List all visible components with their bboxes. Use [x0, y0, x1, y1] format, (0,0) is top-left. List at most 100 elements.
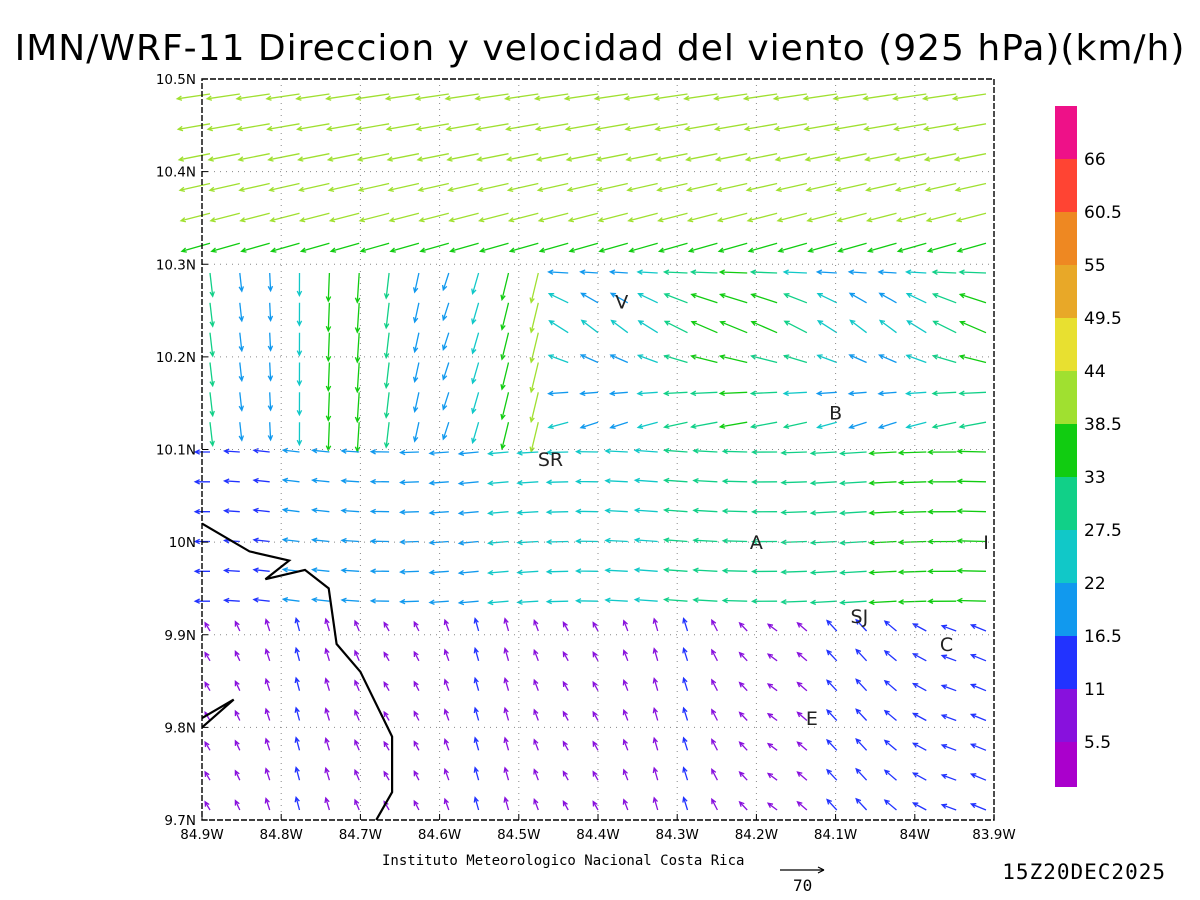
colorbar-segment — [1055, 318, 1077, 371]
lon-tick-label: 84W — [900, 827, 931, 843]
wind-arrow — [956, 448, 987, 455]
wind-arrow — [269, 242, 300, 253]
wind-arrow — [516, 450, 539, 456]
wind-arrow — [415, 123, 449, 132]
wind-arrow — [473, 617, 480, 632]
wind-arrow — [441, 421, 450, 441]
wind-arrow — [663, 320, 688, 334]
wind-arrow — [428, 569, 449, 576]
wind-arrow — [689, 269, 718, 275]
wind-arrow — [717, 242, 748, 253]
wind-arrow — [264, 797, 271, 811]
wind-arrow — [398, 509, 419, 515]
wind-arrow — [847, 269, 867, 275]
wind-arrow — [656, 182, 688, 193]
wind-arrow — [663, 567, 688, 573]
wind-arrow — [652, 706, 659, 721]
wind-arrow — [848, 292, 867, 304]
wind-arrow — [751, 449, 778, 455]
wind-arrow — [383, 740, 390, 751]
wind-arrow — [325, 123, 360, 132]
wind-arrow — [766, 712, 778, 722]
wind-arrow — [310, 507, 330, 514]
wind-arrow — [633, 597, 658, 603]
wind-arrow — [721, 568, 748, 574]
wind-arrow — [209, 332, 215, 358]
wind-arrow — [234, 709, 241, 721]
wind-arrow — [745, 182, 778, 193]
wind-arrow — [325, 332, 332, 363]
wind-arrow — [529, 422, 539, 454]
wind-arrow — [622, 619, 629, 632]
wind-arrow — [383, 362, 390, 390]
wind-arrow — [533, 708, 539, 721]
wind-arrow — [340, 478, 360, 484]
lon-tick-label: 84.8W — [259, 827, 302, 843]
wind-arrow — [548, 319, 569, 334]
coastline — [201, 522, 394, 821]
wind-arrow — [838, 450, 867, 457]
wind-arrow — [685, 153, 718, 162]
wind-arrow — [204, 800, 211, 811]
wind-arrow — [742, 93, 778, 101]
wind-arrow — [682, 766, 689, 781]
wind-arrow — [177, 153, 211, 162]
wind-arrow — [449, 242, 479, 253]
wind-arrow — [897, 599, 927, 605]
wind-arrow — [234, 739, 241, 751]
wind-arrow — [721, 448, 748, 455]
wind-arrow — [503, 676, 510, 691]
colorbar-label: 38.5 — [1084, 415, 1122, 435]
wind-arrow — [529, 392, 539, 424]
wind-arrow — [562, 770, 569, 781]
wind-arrow — [547, 269, 569, 275]
wind-arrow — [252, 597, 270, 603]
wind-arrow — [417, 182, 449, 193]
wind-arrow — [500, 302, 510, 331]
wind-arrow — [310, 537, 330, 543]
wind-arrow — [234, 620, 241, 632]
wind-arrow — [711, 768, 718, 781]
wind-arrow — [839, 510, 867, 516]
wind-arrow — [383, 651, 390, 662]
wind-arrow — [354, 679, 360, 691]
wind-arrow — [738, 800, 748, 811]
wind-arrow — [911, 682, 927, 692]
wind-arrow — [471, 332, 480, 355]
wind-arrow — [447, 182, 479, 193]
wind-arrow — [178, 182, 211, 193]
coastline-segment — [201, 698, 235, 729]
wind-arrow — [503, 706, 510, 721]
wind-arrow — [412, 302, 420, 324]
wind-arrow — [529, 302, 539, 334]
wind-arrow — [633, 447, 658, 454]
wind-arrow — [883, 739, 897, 751]
wind-arrow — [713, 93, 748, 101]
wind-arrow — [325, 272, 332, 303]
wind-arrow — [443, 737, 450, 751]
wind-arrow — [883, 650, 897, 662]
wind-arrow — [816, 293, 838, 304]
wind-arrow — [281, 477, 300, 484]
lat-tick-label: 10.5N — [156, 72, 196, 88]
wind-arrow — [486, 510, 509, 516]
wind-arrow — [354, 798, 360, 811]
wind-arrow — [457, 480, 479, 486]
wind-arrow — [267, 362, 274, 382]
wind-arrow — [862, 93, 897, 101]
wind-arrow — [796, 771, 808, 781]
wind-arrow — [883, 679, 897, 692]
wind-arrow — [358, 212, 390, 223]
wind-arrow — [500, 392, 510, 421]
wind-arrow — [883, 620, 897, 632]
wind-arrow — [807, 242, 837, 253]
wind-arrow — [503, 796, 510, 811]
wind-arrow — [209, 362, 215, 388]
wind-arrow — [782, 421, 808, 429]
wind-arrow — [864, 153, 897, 162]
wind-arrow — [833, 123, 867, 132]
wind-arrow — [592, 710, 599, 721]
wind-arrow — [883, 769, 897, 781]
wind-arrow — [476, 153, 509, 162]
wind-arrow — [209, 272, 215, 298]
